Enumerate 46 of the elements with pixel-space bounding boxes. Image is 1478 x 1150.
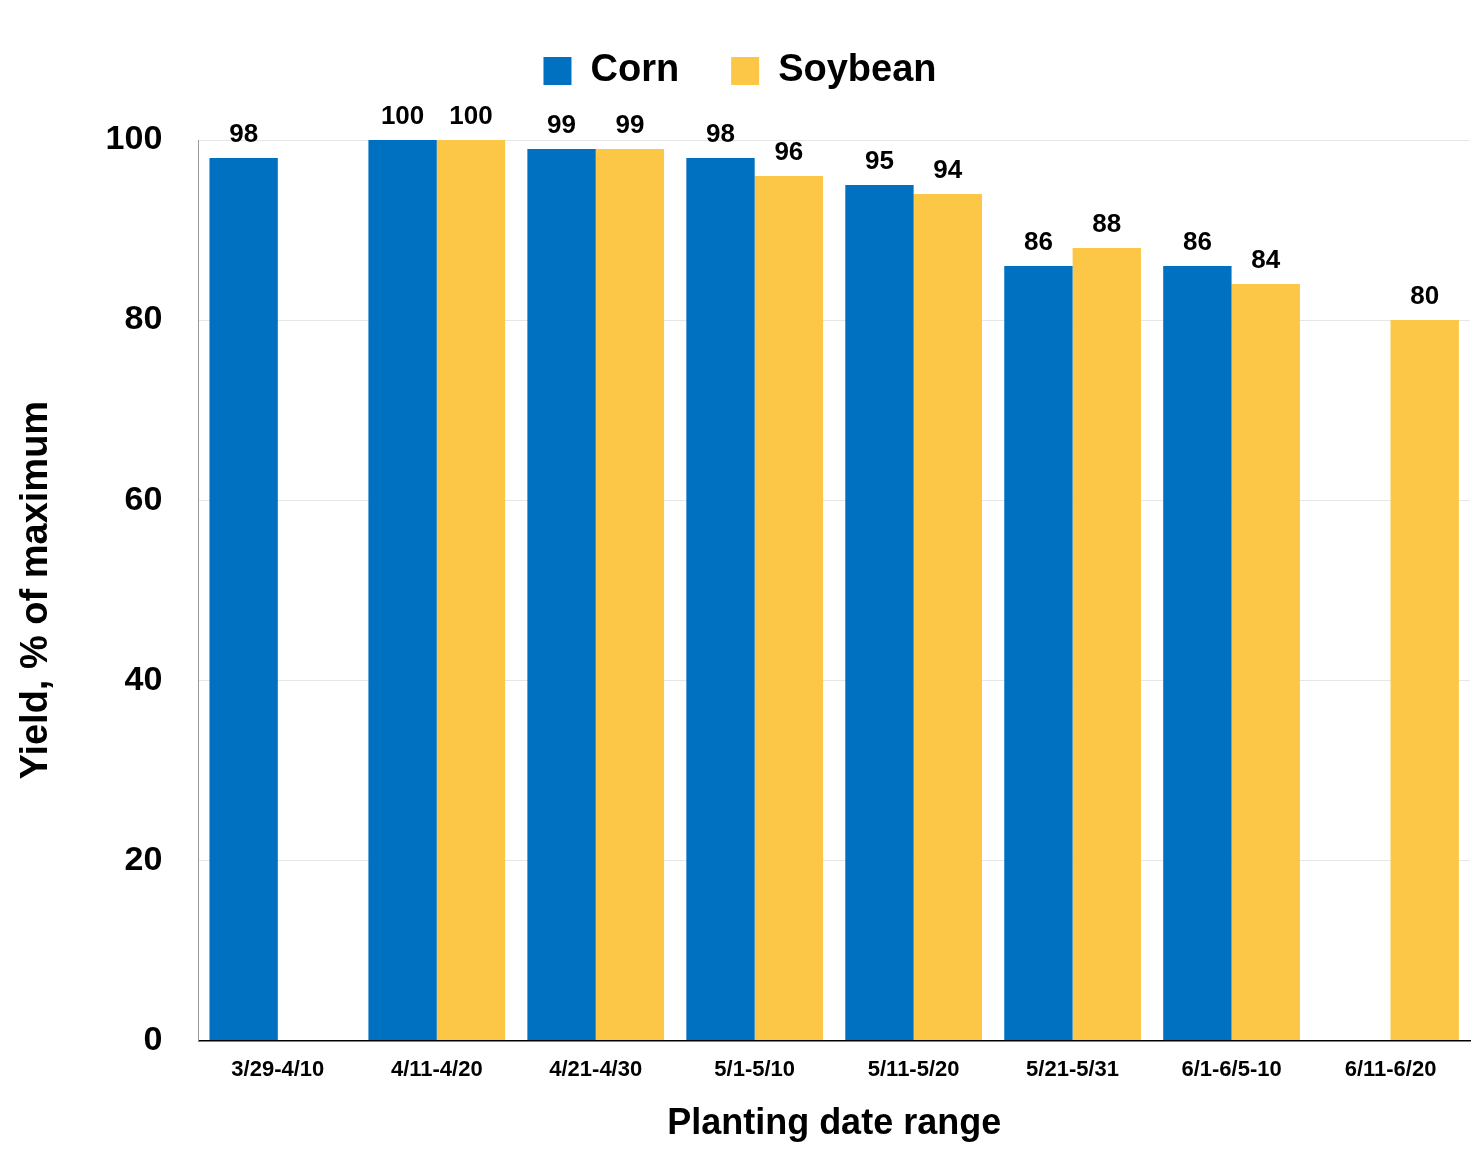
data-label: 100	[449, 100, 493, 131]
x-tick-label: 4/11-4/20	[390, 1055, 483, 1081]
data-label: 84	[1251, 244, 1281, 275]
y-axis-title: Yield, % of maximum	[13, 400, 56, 780]
data-label: 99	[547, 109, 577, 140]
x-tick-label: 3/29-4/10	[231, 1055, 325, 1081]
bar	[1004, 266, 1073, 1040]
legend-label: Soybean	[778, 47, 937, 90]
y-tick-label: 0	[143, 1018, 163, 1057]
data-label: 98	[229, 118, 259, 149]
x-tick-label: 5/21-5/31	[1026, 1055, 1120, 1081]
bar	[595, 149, 665, 1040]
x-tick-label: 5/11-5/20	[867, 1055, 960, 1081]
data-label: 94	[933, 154, 963, 185]
bar	[845, 185, 914, 1040]
data-label: 88	[1092, 208, 1122, 239]
y-tick-label: 80	[124, 298, 163, 337]
data-label: 100	[380, 100, 425, 131]
x-tick-label: 4/21-4/30	[549, 1055, 643, 1081]
x-tick-label: 6/11-6/20	[1344, 1055, 1437, 1081]
x-tick-label: 6/1-6/5-10	[1181, 1055, 1282, 1081]
bar	[527, 149, 596, 1040]
legend-label: Corn	[590, 47, 680, 90]
data-label: 99	[615, 109, 645, 140]
y-tick-label: 20	[124, 838, 163, 877]
bar	[436, 140, 506, 1040]
data-label: 86	[1023, 226, 1053, 257]
data-label: 80	[1410, 280, 1440, 311]
y-tick-label: 40	[124, 658, 163, 697]
bar	[913, 194, 982, 1040]
x-axis-title: Planting date range	[667, 1101, 1002, 1143]
y-tick-label: 100	[105, 118, 163, 157]
y-tick-label: 60	[124, 478, 163, 517]
data-label: 95	[865, 145, 894, 176]
data-label: 98	[706, 118, 735, 149]
data-label: 86	[1182, 226, 1212, 257]
bar	[1163, 266, 1232, 1040]
bar	[368, 140, 437, 1040]
data-label: 96	[774, 136, 804, 167]
x-tick-label: 5/1-5/10	[714, 1055, 796, 1081]
bar	[754, 176, 824, 1040]
bar	[209, 158, 278, 1040]
bar	[1390, 320, 1459, 1040]
bar	[686, 158, 755, 1040]
bar	[1072, 248, 1141, 1040]
bar	[1231, 284, 1300, 1040]
